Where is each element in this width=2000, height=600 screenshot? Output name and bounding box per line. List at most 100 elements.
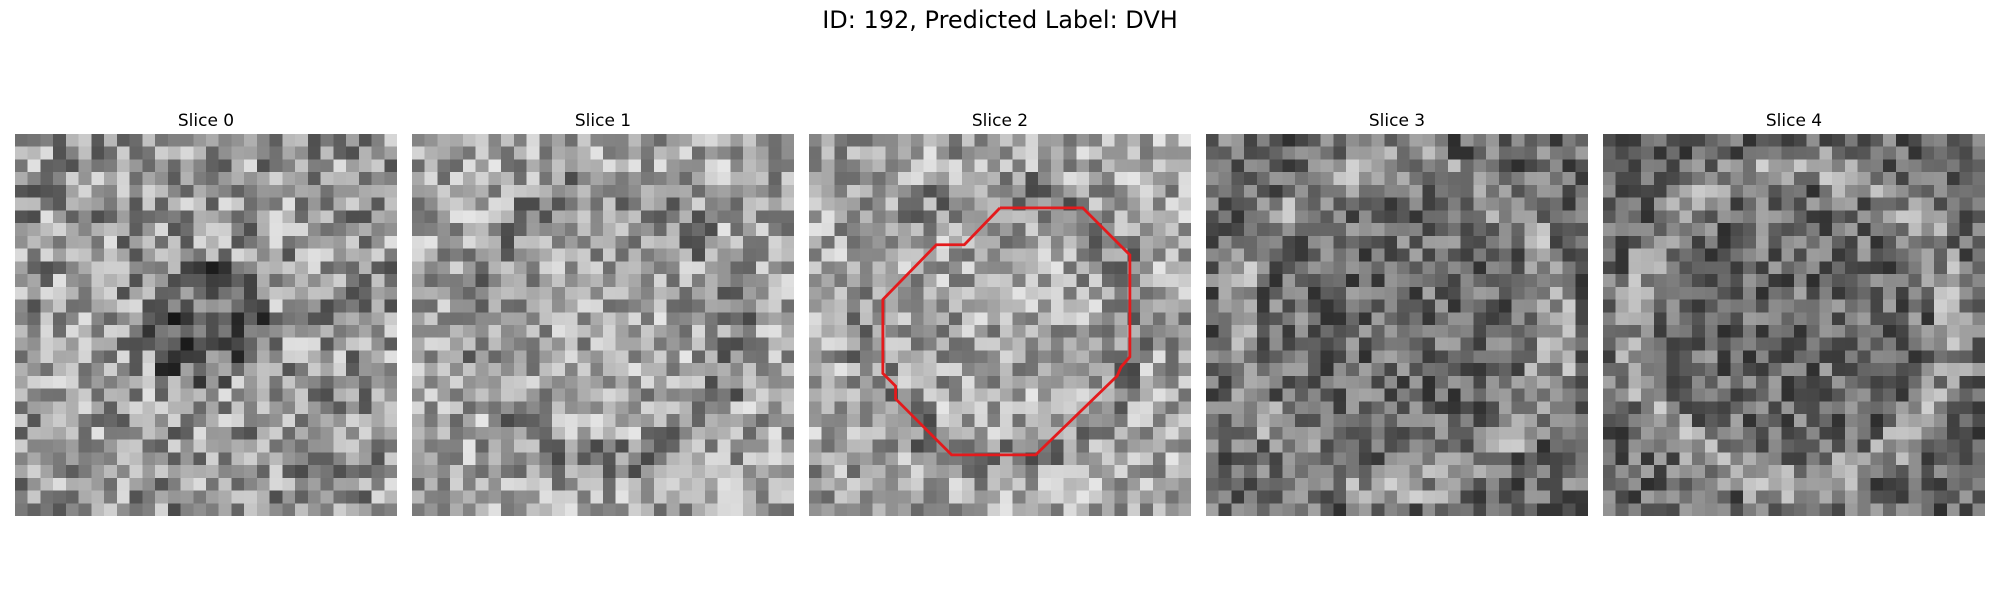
- pixel: [1486, 210, 1499, 224]
- pixel: [1628, 134, 1642, 147]
- pixel: [781, 490, 794, 504]
- pixel: [872, 159, 886, 173]
- pixel: [307, 134, 321, 147]
- pixel: [704, 465, 718, 478]
- pixel: [1562, 490, 1576, 504]
- pixel: [1666, 325, 1680, 338]
- pixel: [65, 286, 79, 300]
- pixel: [1012, 312, 1026, 325]
- pixel: [1307, 325, 1321, 338]
- pixel: [142, 452, 156, 466]
- pixel: [1486, 299, 1499, 313]
- pixel: [1653, 184, 1667, 198]
- pixel: [781, 426, 794, 440]
- pixel: [974, 490, 988, 504]
- pixel: [1844, 197, 1858, 211]
- pixel: [653, 223, 667, 236]
- pixel: [1178, 325, 1191, 338]
- pixel: [333, 414, 347, 427]
- pixel: [1730, 274, 1744, 287]
- pixel: [27, 363, 41, 376]
- pixel: [320, 184, 334, 198]
- pixel: [1000, 477, 1013, 491]
- pixel: [27, 452, 41, 466]
- pixel: [717, 337, 731, 351]
- pixel: [513, 350, 527, 364]
- pixel: [1806, 465, 1820, 478]
- pixel: [653, 439, 667, 453]
- pixel: [320, 401, 334, 415]
- pixel: [412, 261, 425, 275]
- pixel: [1320, 210, 1334, 224]
- pixel: [974, 325, 988, 338]
- pixel: [730, 363, 744, 376]
- pixel: [1743, 235, 1756, 249]
- pixel: [615, 337, 629, 351]
- pixel: [1320, 477, 1334, 491]
- pixel: [78, 388, 92, 402]
- pixel: [539, 184, 553, 198]
- pixel: [1000, 248, 1013, 262]
- pixel: [1050, 312, 1064, 325]
- pixel: [936, 503, 950, 516]
- pixel: [1409, 363, 1423, 376]
- pixel: [475, 401, 489, 415]
- pixel: [641, 439, 654, 453]
- pixel: [539, 401, 553, 415]
- pixel: [590, 337, 603, 351]
- pixel: [961, 134, 975, 147]
- pixel: [1549, 223, 1563, 236]
- pixel: [1422, 452, 1436, 466]
- pixel: [1152, 172, 1166, 185]
- pixel: [1295, 414, 1308, 427]
- pixel: [450, 414, 463, 427]
- pixel: [1794, 503, 1807, 516]
- pixel: [15, 477, 28, 491]
- pixel: [488, 337, 502, 351]
- pixel: [615, 299, 629, 313]
- pixel: [1333, 503, 1347, 516]
- pixel: [1908, 490, 1922, 504]
- pixel: [346, 248, 359, 262]
- pixel: [488, 184, 502, 198]
- pixel: [1743, 477, 1756, 491]
- pixel: [1883, 337, 1896, 351]
- pixel: [1666, 477, 1680, 491]
- pixel: [142, 490, 156, 504]
- pixel: [78, 477, 92, 491]
- pixel: [1114, 299, 1128, 313]
- pixel: [1934, 299, 1947, 313]
- pixel: [1435, 197, 1448, 211]
- pixel: [91, 388, 105, 402]
- pixel: [488, 426, 502, 440]
- pixel: [641, 146, 654, 160]
- pixel: [1244, 337, 1257, 351]
- pixel: [371, 197, 385, 211]
- pixel: [155, 159, 168, 173]
- pixel: [91, 197, 105, 211]
- pixel: [1921, 134, 1935, 147]
- pixel: [1575, 197, 1588, 211]
- pixel: [193, 503, 206, 516]
- pixel: [1422, 159, 1436, 173]
- pixel: [167, 439, 181, 453]
- pixel: [666, 426, 680, 440]
- pixel: [1844, 274, 1858, 287]
- pixel: [1063, 235, 1077, 249]
- pixel: [1768, 146, 1782, 160]
- pixel: [821, 159, 835, 173]
- pixel: [116, 325, 130, 338]
- pixel: [1921, 261, 1935, 275]
- pixel: [1844, 350, 1858, 364]
- pixel: [1295, 426, 1308, 440]
- pixel: [193, 261, 206, 275]
- pixel: [1819, 134, 1833, 147]
- pixel: [91, 184, 105, 198]
- pixel: [1934, 490, 1947, 504]
- pixel: [1473, 439, 1487, 453]
- pixel: [1832, 274, 1845, 287]
- pixel: [475, 426, 489, 440]
- pixel: [1218, 503, 1232, 516]
- pixel: [412, 337, 425, 351]
- pixel: [872, 375, 886, 389]
